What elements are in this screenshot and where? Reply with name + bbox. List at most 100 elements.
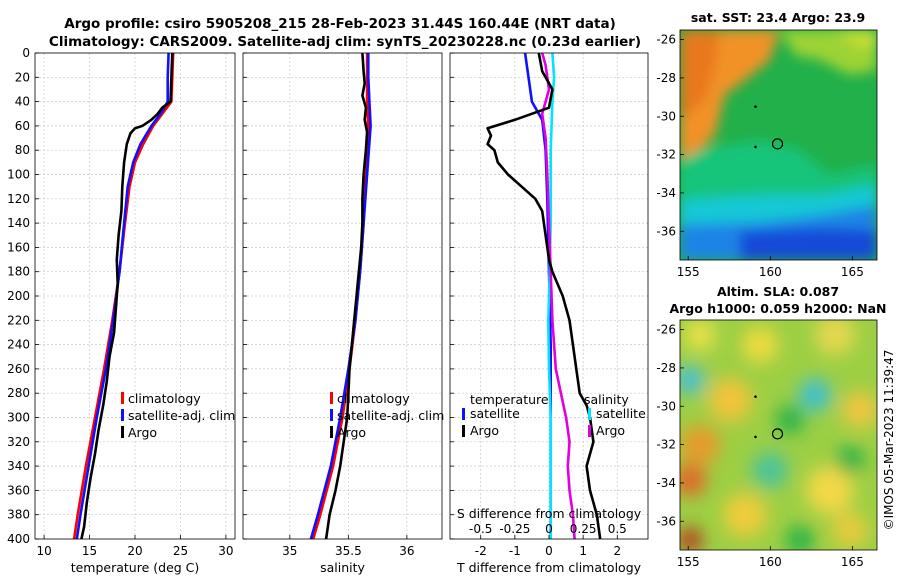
sst-map-xtick-label: 165: [841, 265, 864, 279]
header-line-2: Climatology: CARS2009. Satellite-adj cli…: [49, 34, 641, 50]
sla-map-track-point: [754, 395, 757, 398]
difference-xtick-top-label: 0: [545, 522, 553, 536]
sla-map-title-2: Argo h1000: 0.059 h2000: NaN: [669, 301, 886, 316]
difference-legend-title-salinity: salinity: [584, 392, 629, 407]
salinity-legend-label: satellite-adj. clim: [337, 408, 444, 423]
temperature-ytick-label: 60: [15, 119, 30, 133]
salinity-xtick-label: 36: [399, 544, 414, 558]
temperature-ytick-label: 180: [7, 265, 30, 279]
difference-xlabel: T difference from climatology: [456, 560, 642, 575]
sst-map-ytick-label: -36: [656, 224, 676, 238]
sla-map-marks: [754, 395, 784, 440]
sst-map: sat. SST: 23.4 Argo: 23.9 155 160 165 -26 -2…: [656, 10, 878, 279]
salinity-legend-swatch: [330, 409, 333, 421]
temperature-ytick-label: 120: [7, 192, 30, 206]
difference-xtick-top-label: 0.5: [608, 522, 627, 536]
sst-map-ytick-label: -32: [656, 148, 676, 162]
difference-series-t-argo: [486, 52, 602, 540]
temperature-legend-swatch: [121, 392, 124, 404]
difference-legend-title-temperature: temperature: [470, 392, 549, 407]
temperature-xtick-label: 25: [173, 544, 188, 558]
sst-map-field: [680, 30, 877, 260]
sla-map-ytick-label: -36: [656, 514, 676, 528]
difference-legend-label: Argo: [470, 423, 499, 438]
sst-map-ytick-label: -30: [656, 109, 676, 123]
sst-map-track-point: [754, 105, 757, 108]
sla-map-title-1: Altim. SLA: 0.087: [717, 284, 839, 299]
salinity-series-argo: [324, 52, 369, 540]
temperature-ytick-label: 300: [7, 411, 30, 425]
temperature-legend-swatch: [121, 409, 124, 421]
sla-map-axes: 155 160 165 -26 -28 -30 -32 -34 -36: [656, 323, 863, 569]
header-line-1: Argo profile: csiro 5905208_215 28-Feb-2…: [64, 16, 615, 32]
temperature-ytick-label: 240: [7, 338, 30, 352]
sla-map-xtick-label: 155: [677, 555, 700, 569]
sla-map-ytick-label: -34: [656, 476, 676, 490]
sla-map-profile-marker: [771, 428, 784, 440]
sst-map-title: sat. SST: 23.4 Argo: 23.9: [691, 10, 865, 25]
temperature-ytick-label: 320: [7, 435, 30, 449]
temperature-xtick-label: 30: [218, 544, 233, 558]
sst-map-ytick-label: -26: [656, 33, 676, 47]
temperature-ytick-label: 80: [15, 143, 30, 157]
temperature-ytick-label: 400: [7, 532, 30, 546]
difference-legend-swatch: [588, 408, 591, 420]
temperature-ytick-label: 40: [15, 95, 30, 109]
temperature-xtick-label: 10: [36, 544, 51, 558]
salinity-xlabel: salinity: [320, 560, 365, 575]
difference-xtick-label: 1: [579, 544, 587, 558]
temperature-series-satellite-adj-clim: [75, 52, 170, 540]
sst-map-axes: 155 160 165 -26 -28 -30 -32 -34 -36: [656, 33, 863, 279]
sla-map-ytick-label: -30: [656, 399, 676, 413]
difference-xtick-label: -1: [509, 544, 521, 558]
salinity-legend-swatch: [330, 426, 333, 438]
sst-map-xtick-label: 155: [677, 265, 700, 279]
temperature-legend-label: satellite-adj. clim: [128, 408, 235, 423]
sla-map-ytick-label: -32: [656, 438, 676, 452]
sla-map-ytick-label: -28: [656, 361, 676, 375]
temperature-series-climatology: [72, 52, 175, 540]
temperature-legend-label: climatology: [128, 391, 201, 406]
temperature-ytick-label: 360: [7, 483, 30, 497]
temperature-ytick-label: 380: [7, 508, 30, 522]
sla-map-ytick-label: -26: [656, 323, 676, 337]
temperature-xtick-label: 15: [82, 544, 97, 558]
sla-map-field: [680, 320, 877, 550]
temperature-ytick-label: 200: [7, 289, 30, 303]
salinity-panel: 35 35.5 36 salinity climatology satellite-adj…: [242, 52, 444, 575]
difference-series-s-argo: [540, 52, 576, 540]
temperature-xtick-label: 20: [127, 544, 142, 558]
temperature-legend-label: Argo: [128, 425, 157, 440]
temperature-panel: 10 15 20 25 30 temperature (deg C) 0 20 40 60 80 10…: [7, 46, 236, 575]
temperature-series-argo: [80, 52, 174, 540]
temperature-ytick-label: 280: [7, 386, 30, 400]
salinity-legend-swatch: [330, 392, 333, 404]
sla-map-xtick-label: 160: [759, 555, 782, 569]
difference-legend-swatch: [462, 408, 465, 420]
sla-map: Altim. SLA: 0.087 Argo h1000: 0.059 h200…: [656, 284, 886, 569]
temperature-ytick-label: 160: [7, 240, 30, 254]
salinity-xtick-label: 35.5: [335, 544, 362, 558]
salinity-legend-label: Argo: [337, 425, 366, 440]
sst-map-profile-marker: [771, 138, 784, 150]
difference-legend-swatch: [462, 425, 465, 437]
difference-xtick-label: 2: [613, 544, 621, 558]
difference-xtick-top-label: -0.25: [499, 522, 530, 536]
difference-xlabel-top: S difference from climatology: [457, 506, 642, 521]
temperature-ytick-label: 20: [15, 70, 30, 84]
salinity-xtick-label: 35: [282, 544, 297, 558]
sst-map-ytick-label: -34: [656, 186, 676, 200]
temperature-ytick-label: 220: [7, 313, 30, 327]
difference-xtick-top-label: 0.25: [570, 522, 597, 536]
temperature-ytick-label: 260: [7, 362, 30, 376]
sst-map-track-point: [754, 145, 757, 149]
side-stamp: ©IMOS 05-Mar-2023 11:39:47: [882, 350, 896, 531]
sst-map-marks: [754, 105, 784, 150]
difference-legend-swatch: [588, 425, 591, 437]
difference-legend-label: satellite: [596, 406, 646, 421]
sla-map-track-point: [754, 435, 757, 439]
temperature-legend-swatch: [121, 426, 124, 438]
temperature-ytick-label: 0: [22, 46, 30, 60]
temperature-ytick-label: 340: [7, 459, 30, 473]
